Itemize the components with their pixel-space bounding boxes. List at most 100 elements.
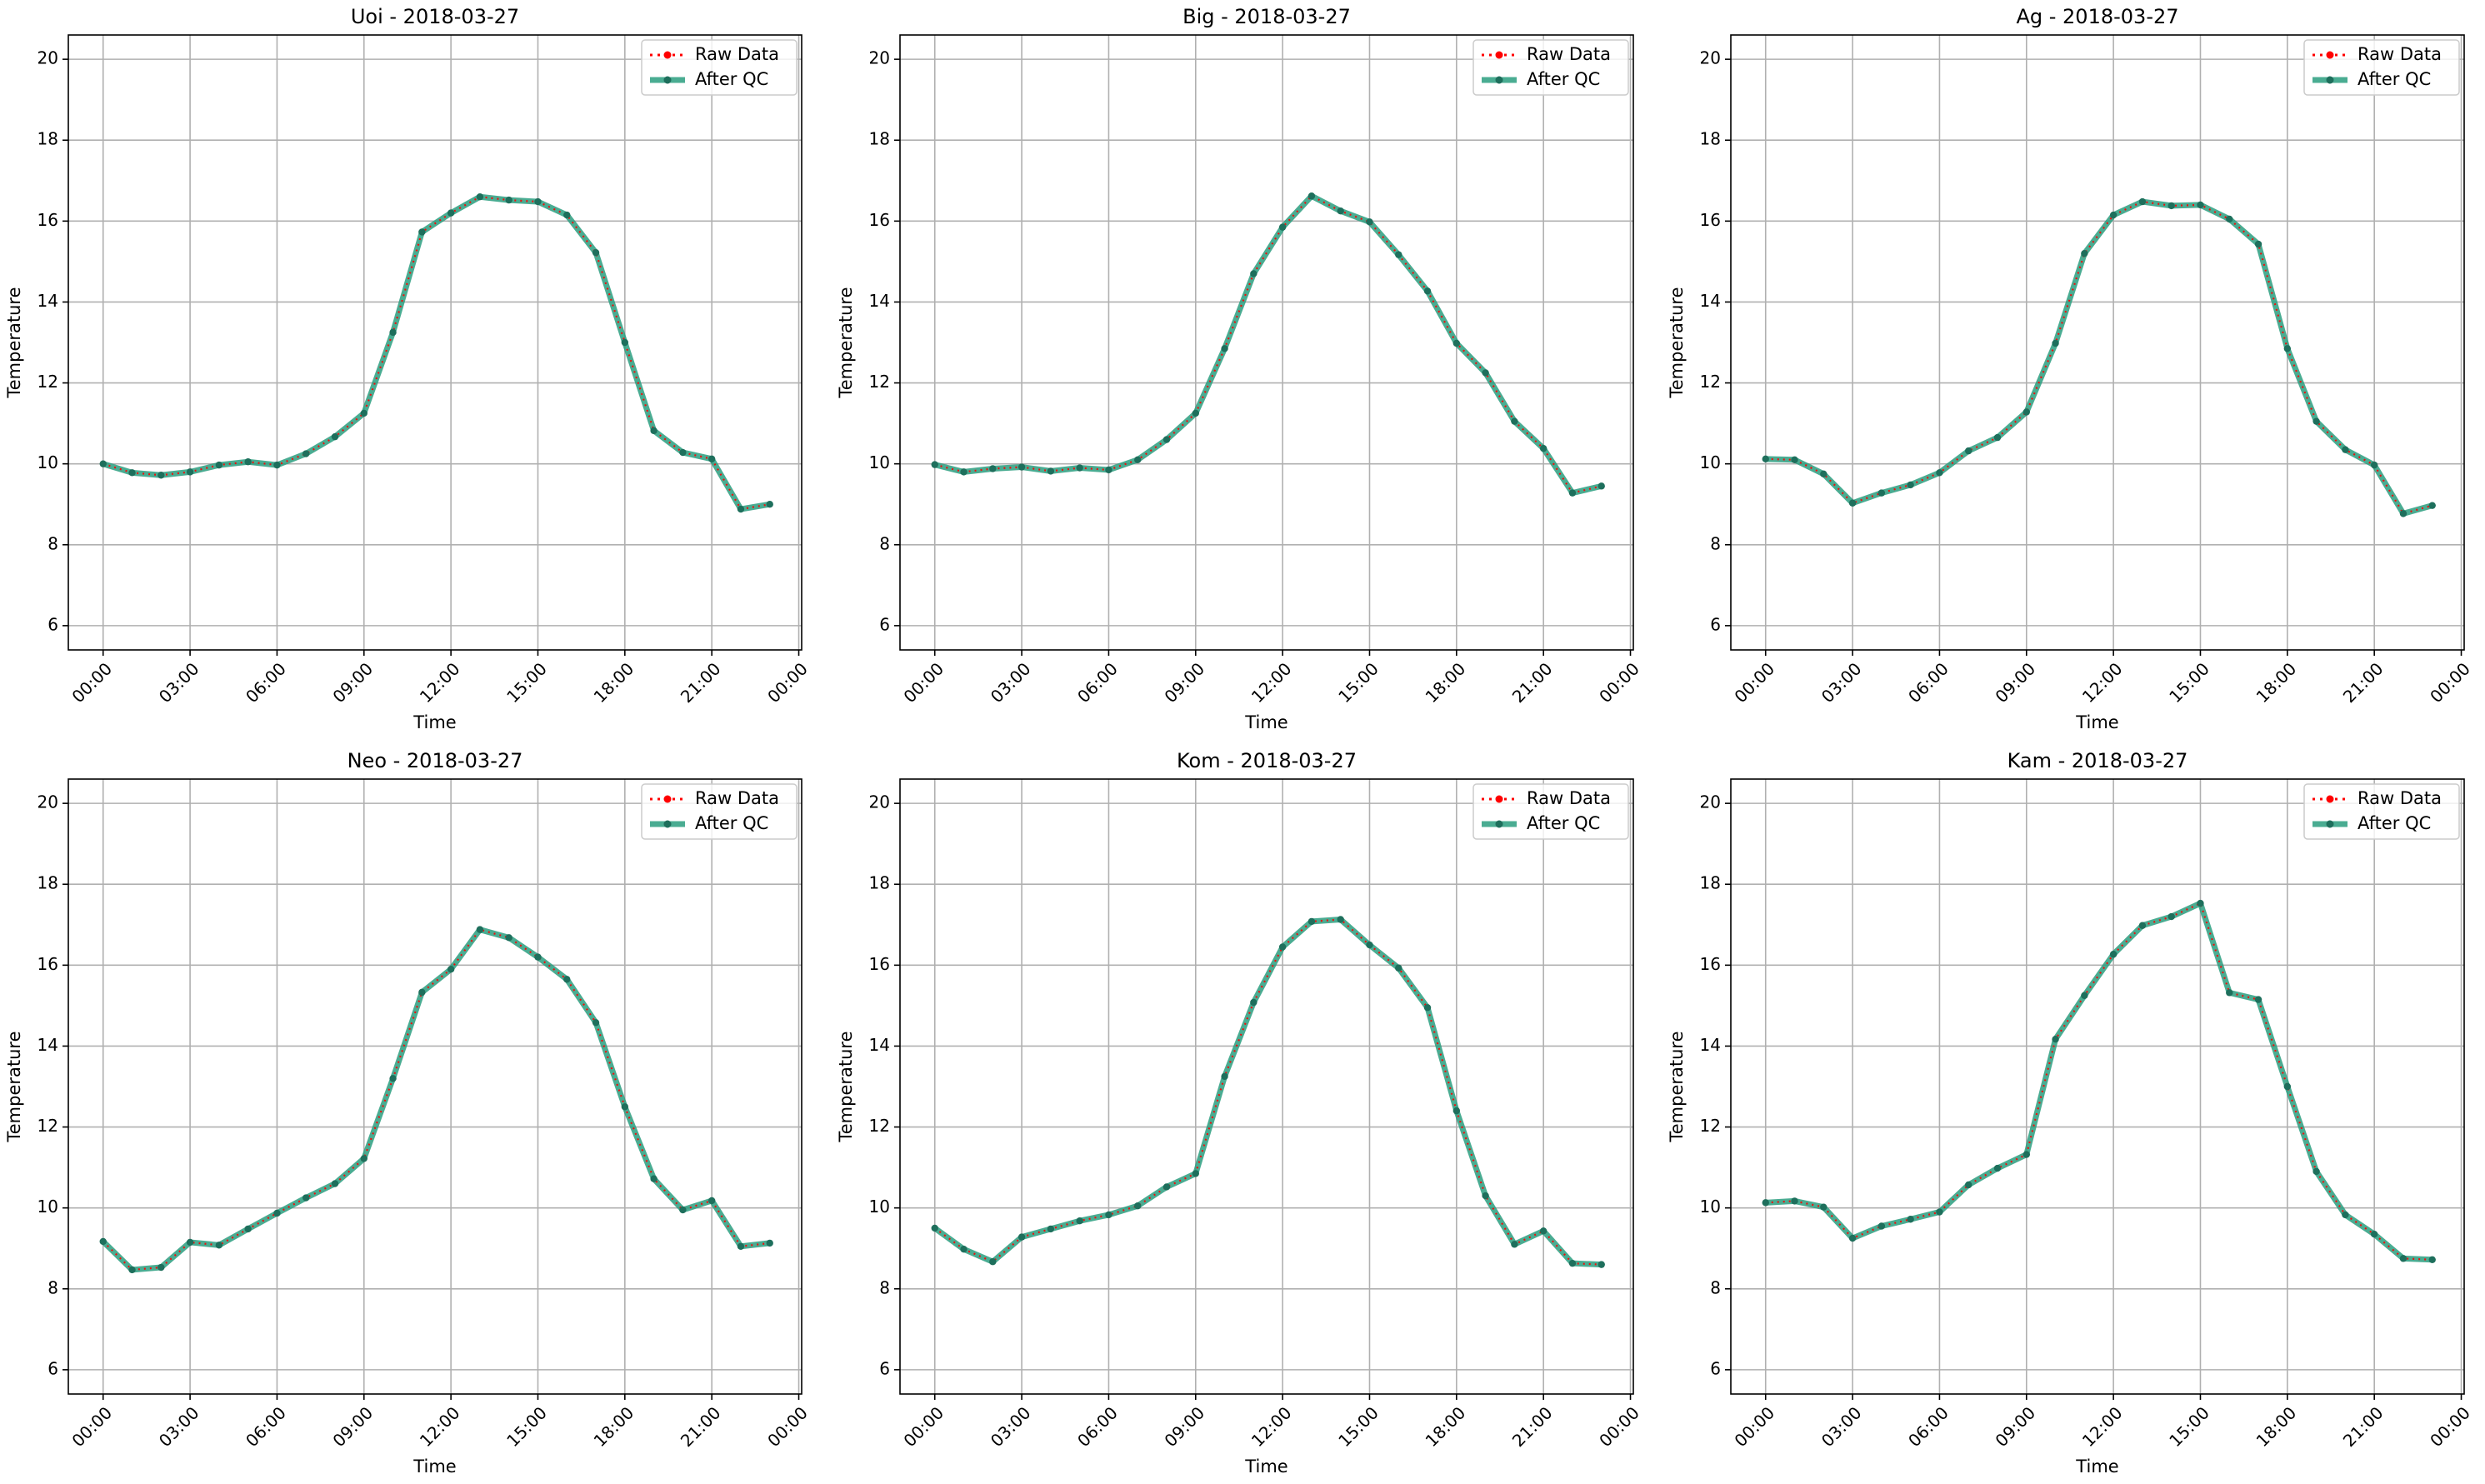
x-tick-label: 18:00 <box>2252 1402 2301 1451</box>
x-tick-label: 15:00 <box>1334 1402 1382 1451</box>
chart-panel-4: 6 8 10 12 14 16 18 20 00:00 03:00 06:00 09:00 12:00 1… <box>836 749 1643 1477</box>
x-tick-label: 15:00 <box>502 658 551 707</box>
x-tick-label: 09:00 <box>1991 1402 2039 1451</box>
y-axis-label: Temperature <box>1667 1031 1687 1142</box>
y-tick-label: 8 <box>48 1277 58 1297</box>
y-tick-label: 20 <box>1700 792 1721 812</box>
after-qc-point <box>2370 461 2378 469</box>
y-tick-label: 14 <box>869 291 890 311</box>
after-qc-point <box>389 328 397 337</box>
legend-label-raw-data: Raw Data <box>1527 44 1611 64</box>
after-qc-point <box>99 460 107 467</box>
after-qc-point <box>505 934 512 942</box>
after-qc-point <box>215 461 223 469</box>
legend-label-after-qc: After QC <box>2358 813 2431 833</box>
x-tick-label: 21:00 <box>677 1402 725 1451</box>
after-qc-point <box>2226 989 2233 997</box>
y-tick-label: 8 <box>1710 1277 1721 1297</box>
after-qc-point <box>476 926 484 933</box>
series-line-raw-data <box>934 918 1602 1266</box>
after-qc-point <box>1395 251 1402 258</box>
after-qc-point <box>302 1194 310 1202</box>
x-tick-label: 00:00 <box>1730 1402 1778 1451</box>
series-line-raw-data <box>1765 902 2432 1261</box>
x-tick-label: 21:00 <box>2339 658 2388 707</box>
after-qc-point <box>1337 207 1344 215</box>
x-tick-label: 21:00 <box>1508 1402 1557 1451</box>
y-tick-label: 16 <box>869 954 890 974</box>
legend-label-raw-data: Raw Data <box>1527 788 1611 808</box>
after-qc-point <box>2022 1151 2030 1158</box>
legend-label-raw-data: Raw Data <box>2358 44 2442 64</box>
y-tick-label: 20 <box>869 792 890 812</box>
x-axis-label: Time <box>1244 1457 1288 1477</box>
x-tick-label: 00:00 <box>763 1402 812 1451</box>
after-qc-point <box>1820 470 1828 477</box>
y-tick-label: 12 <box>38 372 58 392</box>
after-qc-point <box>679 1206 687 1214</box>
x-tick-label: 00:00 <box>899 658 948 707</box>
after-qc-point <box>1791 1197 1798 1205</box>
after-qc-point <box>2399 1255 2408 1262</box>
x-tick-label: 09:00 <box>1991 658 2039 707</box>
after-qc-point <box>447 965 455 973</box>
y-tick-label: 12 <box>869 372 890 392</box>
after-qc-point <box>2022 408 2030 416</box>
after-qc-point <box>1337 916 1344 923</box>
after-qc-point <box>302 450 310 457</box>
x-tick-label: 06:00 <box>1073 658 1122 707</box>
x-tick-label: 12:00 <box>416 658 464 707</box>
x-tick-label: 15:00 <box>2165 1402 2213 1451</box>
x-tick-label: 00:00 <box>2426 1402 2474 1451</box>
after-qc-point <box>1848 499 1857 507</box>
legend-marker-raw-data <box>663 51 672 59</box>
after-qc-point <box>1076 1217 1083 1225</box>
after-qc-point <box>2138 197 2147 206</box>
chart-panel-5: 6 8 10 12 14 16 18 20 00:00 03:00 06:00 09:00 12:00 1… <box>1667 749 2474 1477</box>
y-tick-label: 6 <box>48 1358 58 1378</box>
axes-frame <box>899 34 1634 651</box>
after-qc-point <box>2312 417 2320 425</box>
after-qc-point <box>2197 899 2204 907</box>
x-tick-label: 09:00 <box>1160 658 1208 707</box>
after-qc-point <box>1221 1072 1228 1081</box>
series-line-after-qc <box>932 192 1605 497</box>
after-qc-point <box>1762 455 1769 463</box>
after-qc-point <box>158 1263 165 1272</box>
x-tick-label: 18:00 <box>590 658 638 707</box>
after-qc-point <box>708 1197 716 1205</box>
after-qc-point <box>1018 463 1026 471</box>
after-qc-point <box>1965 1181 1972 1189</box>
after-qc-point <box>1250 998 1258 1007</box>
after-qc-point <box>1936 1208 1943 1216</box>
after-qc-point <box>2399 510 2408 517</box>
legend-marker-after-qc <box>1495 820 1503 828</box>
x-axis-label: Time <box>412 1457 456 1477</box>
y-tick-label: 20 <box>1700 48 1721 68</box>
x-tick-label: 06:00 <box>1904 658 1952 707</box>
after-qc-point <box>534 953 542 961</box>
after-qc-point <box>592 1019 600 1027</box>
x-axis-label: Time <box>412 712 456 732</box>
after-qc-point <box>1192 1170 1199 1177</box>
x-tick-label: 06:00 <box>1073 1402 1122 1451</box>
y-tick-label: 16 <box>869 210 890 230</box>
legend-label-raw-data: Raw Data <box>695 788 779 808</box>
after-qc-point <box>621 338 629 347</box>
after-qc-point <box>960 1245 968 1253</box>
y-tick-label: 6 <box>879 1358 890 1378</box>
after-qc-point <box>737 1242 745 1250</box>
y-tick-label: 12 <box>869 1116 890 1136</box>
after-qc-point <box>1162 1183 1171 1191</box>
after-qc-point <box>960 468 968 476</box>
after-qc-point <box>1047 467 1055 475</box>
after-qc-point <box>2342 446 2349 453</box>
after-qc-point <box>360 409 368 417</box>
after-qc-point <box>989 1258 997 1266</box>
axes-frame <box>68 34 802 651</box>
axes-frame <box>1730 34 2465 651</box>
legend-marker-raw-data <box>2326 795 2334 803</box>
after-qc-point <box>679 448 687 457</box>
after-qc-point <box>128 1266 136 1274</box>
